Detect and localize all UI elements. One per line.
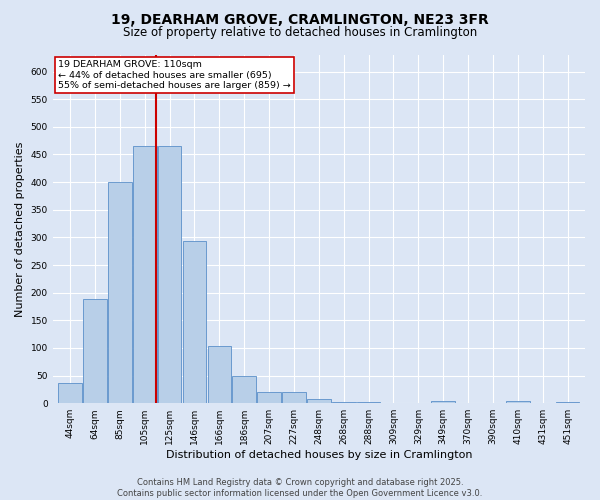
- Bar: [133, 146, 157, 403]
- Bar: [282, 392, 306, 403]
- Bar: [431, 401, 455, 403]
- Text: Size of property relative to detached houses in Cramlington: Size of property relative to detached ho…: [123, 26, 477, 39]
- X-axis label: Distribution of detached houses by size in Cramlington: Distribution of detached houses by size …: [166, 450, 472, 460]
- Bar: [208, 346, 231, 403]
- Bar: [158, 146, 181, 403]
- Bar: [357, 402, 380, 403]
- Bar: [108, 182, 131, 403]
- Text: 19, DEARHAM GROVE, CRAMLINGTON, NE23 3FR: 19, DEARHAM GROVE, CRAMLINGTON, NE23 3FR: [111, 12, 489, 26]
- Bar: [83, 300, 107, 403]
- Bar: [232, 376, 256, 403]
- Bar: [332, 402, 356, 403]
- Bar: [556, 402, 580, 403]
- Text: 19 DEARHAM GROVE: 110sqm
← 44% of detached houses are smaller (695)
55% of semi-: 19 DEARHAM GROVE: 110sqm ← 44% of detach…: [58, 60, 291, 90]
- Bar: [307, 399, 331, 403]
- Bar: [506, 401, 530, 403]
- Y-axis label: Number of detached properties: Number of detached properties: [15, 142, 25, 317]
- Bar: [257, 392, 281, 403]
- Bar: [182, 242, 206, 403]
- Text: Contains HM Land Registry data © Crown copyright and database right 2025.
Contai: Contains HM Land Registry data © Crown c…: [118, 478, 482, 498]
- Bar: [58, 383, 82, 403]
